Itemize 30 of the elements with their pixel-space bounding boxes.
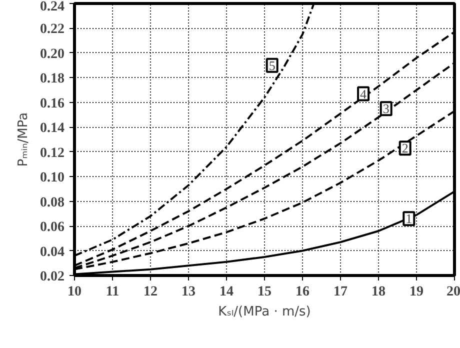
- y-tick-label: 0.18: [40, 72, 64, 87]
- x-tick-label: 17: [334, 284, 348, 300]
- y-tick-label: 0.04: [40, 244, 64, 260]
- y-tick-label: 0.08: [40, 195, 64, 210]
- annotation: 1: [406, 211, 412, 226]
- y-tick-label: 0.02: [40, 270, 64, 284]
- annotation: 3: [382, 101, 390, 116]
- y-tick-label: 0.22: [40, 22, 64, 38]
- y-tick-label: 0.24: [40, 0, 64, 14]
- x-tick-label: 14: [220, 284, 234, 300]
- y-tick-label: 0.06: [40, 220, 64, 236]
- x-tick-label: 15: [258, 284, 272, 300]
- y-axis-title: Pₘᵢₙ/MPa: [16, 112, 31, 167]
- x-tick-label: 18: [372, 284, 386, 300]
- annotation: 4: [360, 86, 368, 102]
- x-tick-label: 16: [296, 284, 310, 300]
- y-tick-label: 0.20: [40, 46, 64, 62]
- y-tick-label: 0.12: [40, 146, 64, 161]
- y-tick-label: 0.14: [40, 121, 64, 136]
- annotation: 5: [268, 58, 276, 73]
- x-tick-label: 13: [182, 284, 196, 300]
- x-axis-title: Kₛₗ/(MPa · m/s): [218, 304, 311, 320]
- y-tick-label: 0.16: [40, 96, 64, 112]
- y-tick-label: 0.10: [40, 170, 64, 186]
- x-tick-label: 19: [410, 284, 424, 300]
- x-tick-label: 11: [106, 284, 120, 300]
- annotation: 2: [402, 140, 408, 156]
- x-tick-label: 12: [144, 284, 158, 300]
- x-tick-label: 20: [446, 284, 460, 300]
- x-tick-label: 10: [68, 284, 82, 300]
